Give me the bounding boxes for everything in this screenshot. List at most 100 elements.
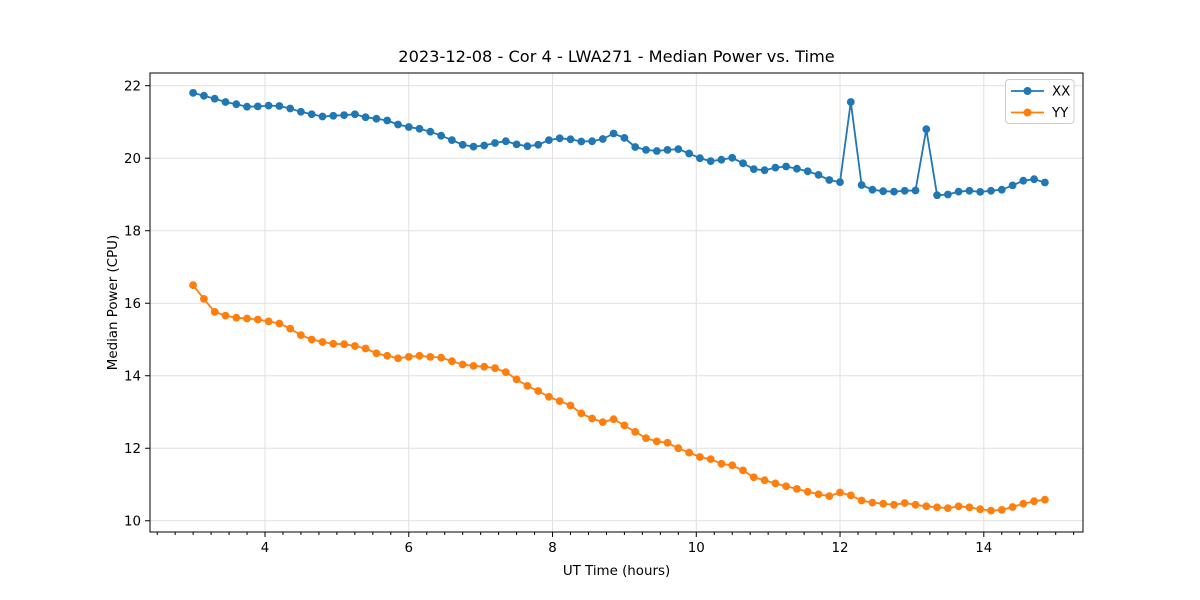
y-tick-label: 18	[124, 224, 141, 239]
series-marker-yy	[674, 444, 683, 453]
series-marker-xx	[545, 136, 553, 145]
series-marker-yy	[458, 360, 467, 369]
series-marker-xx	[987, 186, 995, 195]
series-marker-yy	[825, 492, 834, 500]
series-marker-xx	[534, 140, 543, 149]
series-marker-xx	[361, 113, 370, 122]
series-marker-yy	[997, 506, 1006, 514]
series-marker-xx	[577, 137, 586, 146]
series-marker-xx	[1019, 176, 1028, 185]
series-line-yy	[192, 284, 1046, 512]
series-marker-yy	[728, 461, 737, 470]
series-marker-yy	[760, 476, 769, 485]
series-marker-yy	[836, 488, 844, 497]
series-marker-yy	[793, 485, 801, 493]
x-tick-label: 6	[405, 541, 414, 556]
series-marker-yy	[803, 487, 812, 496]
series-marker-yy	[210, 308, 219, 316]
series-marker-yy	[243, 314, 251, 323]
series-marker-yy	[555, 397, 564, 405]
series-marker-yy	[588, 414, 596, 423]
series-marker-xx	[232, 100, 241, 109]
series-marker-xx	[814, 171, 823, 179]
series-marker-yy	[415, 351, 424, 360]
series-marker-xx	[620, 134, 629, 142]
series-marker-yy	[1030, 497, 1038, 506]
series-marker-yy	[944, 504, 952, 512]
series-marker-yy	[480, 362, 489, 371]
series-marker-xx	[307, 110, 316, 119]
series-marker-xx	[588, 137, 596, 146]
series-marker-xx	[437, 131, 445, 140]
series-marker-xx	[663, 146, 672, 154]
legend-label-yy: YY	[1051, 106, 1069, 121]
series-marker-xx	[631, 143, 640, 151]
series-marker-yy	[512, 375, 521, 384]
series-marker-xx	[404, 123, 413, 131]
series-marker-yy	[307, 335, 316, 344]
y-axis-label: Median Power (CPU)	[106, 235, 121, 370]
series-marker-yy	[631, 428, 640, 436]
series-marker-xx	[749, 165, 758, 174]
series-marker-xx	[782, 162, 790, 171]
series-marker-xx	[221, 98, 230, 106]
series-marker-xx	[793, 164, 801, 173]
series-marker-yy	[749, 473, 758, 482]
series-marker-yy	[437, 353, 445, 362]
series-marker-xx	[933, 191, 941, 200]
series-marker-xx	[1008, 181, 1017, 190]
series-marker-xx	[426, 127, 435, 136]
series-marker-xx	[706, 157, 715, 166]
series-marker-xx	[480, 141, 489, 150]
legend-item-yy: YY	[1011, 106, 1069, 121]
series-marker-yy	[200, 295, 208, 303]
series-marker-yy	[221, 311, 230, 320]
series-marker-yy	[911, 500, 920, 509]
series-marker-yy	[469, 362, 478, 370]
series-marker-yy	[340, 340, 348, 349]
y-tick-label: 14	[124, 369, 141, 384]
series-marker-xx	[264, 101, 273, 110]
series-marker-xx	[739, 159, 747, 168]
series-marker-yy	[1008, 503, 1017, 511]
series-marker-yy	[1019, 499, 1028, 508]
series-marker-yy	[404, 353, 413, 361]
chart-title: 2023-12-08 - Cor 4 - LWA271 - Median Pow…	[398, 47, 834, 66]
series-marker-yy	[448, 357, 456, 366]
series-marker-yy	[868, 498, 877, 507]
series-marker-xx	[394, 120, 402, 129]
series-marker-yy	[598, 418, 607, 426]
series-marker-xx	[997, 185, 1006, 194]
series-marker-yy	[739, 466, 747, 475]
series-marker-yy	[566, 401, 575, 410]
series-marker-xx	[954, 187, 963, 196]
series-marker-xx	[286, 104, 295, 113]
series-marker-yy	[329, 339, 338, 348]
series-marker-xx	[965, 186, 974, 195]
series-marker-xx	[652, 147, 661, 155]
x-tick-label: 10	[688, 541, 705, 556]
series-marker-yy	[383, 351, 392, 360]
series-marker-xx	[340, 111, 348, 119]
series-marker-xx	[879, 187, 888, 196]
series-marker-yy	[545, 392, 553, 401]
series-marker-xx	[846, 98, 855, 106]
series-marker-xx	[717, 155, 726, 164]
series-marker-xx	[566, 135, 575, 144]
series-marker-xx	[609, 129, 618, 138]
series-marker-yy	[954, 502, 963, 511]
series-marker-xx	[728, 153, 737, 162]
grid-layer	[150, 73, 1083, 532]
series-marker-yy	[189, 281, 198, 289]
series-marker-xx	[642, 146, 650, 154]
series-marker-xx	[771, 163, 780, 172]
series-marker-xx	[857, 181, 866, 189]
series-marker-xx	[501, 137, 510, 146]
series-marker-yy	[987, 506, 995, 515]
series-marker-xx	[253, 102, 262, 111]
plot-frame	[149, 72, 1084, 533]
legend-sample-marker-xx	[1023, 87, 1032, 95]
y-tick-label: 20	[124, 152, 141, 167]
